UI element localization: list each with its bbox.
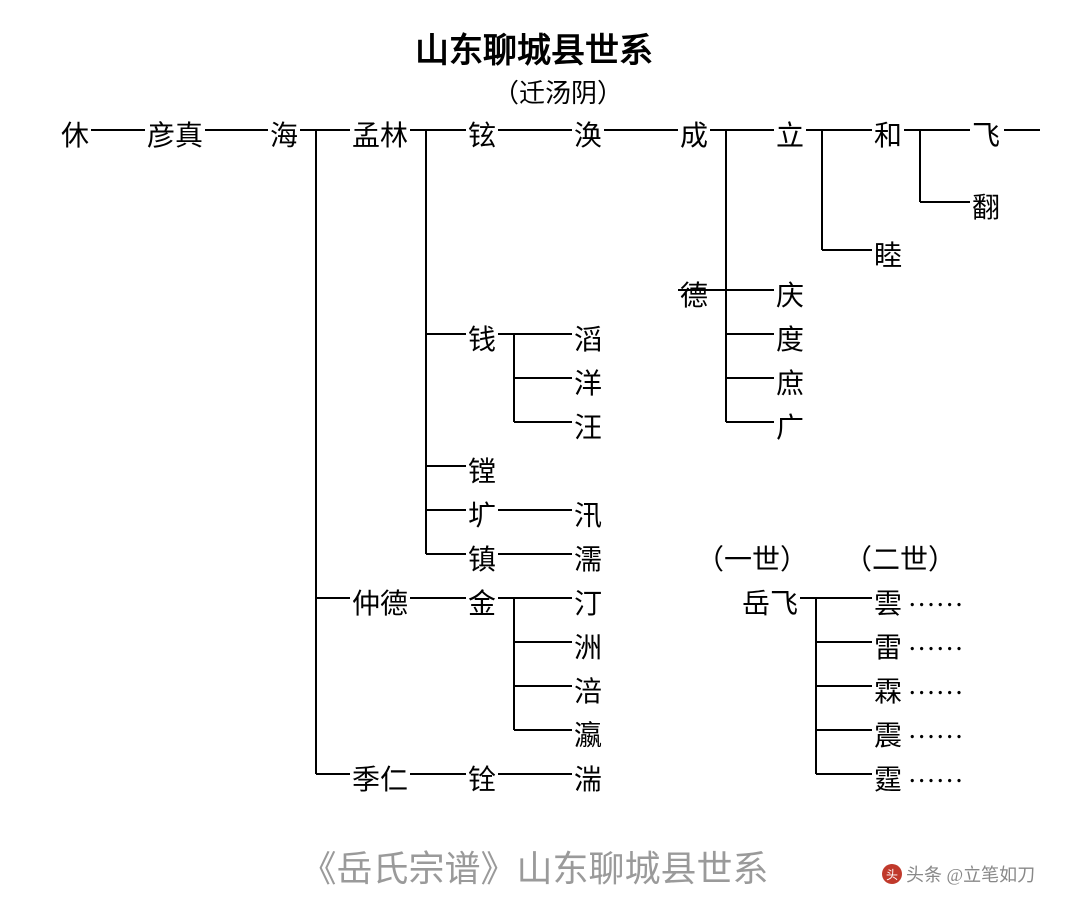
watermark: 头 头条 @立笔如刀 (882, 861, 1035, 887)
node-mu: 睦 (874, 234, 902, 274)
ellipsis-yun: …… (908, 582, 964, 614)
node-pei: 涪 (574, 670, 602, 710)
node-yanzhen: 彦真 (147, 114, 203, 154)
ellipsis-ting2: …… (908, 758, 964, 790)
ellipsis-zhen2: …… (908, 714, 964, 746)
node-menglin: 孟林 (352, 114, 408, 154)
node-gen2: （二世） (844, 538, 956, 578)
node-yun: 雲 (874, 582, 902, 622)
node-ting: 汀 (574, 582, 602, 622)
node-lei: 雷 (874, 626, 902, 666)
node-li: 立 (776, 114, 804, 154)
node-wang: 汪 (574, 406, 602, 446)
node-xuan: 铉 (468, 114, 496, 154)
node-shu: 庶 (776, 362, 804, 402)
node-yang: 洋 (574, 362, 602, 402)
node-guang: 广 (776, 406, 804, 446)
node-jiren: 季仁 (352, 758, 408, 798)
node-ru: 濡 (574, 538, 602, 578)
node-chuan: 湍 (574, 758, 602, 798)
node-fei: 飞 (972, 114, 1000, 154)
node-tao: 滔 (574, 318, 602, 358)
ellipsis-lei: …… (908, 626, 964, 658)
node-jin: 金 (468, 582, 496, 622)
node-qing: 庆 (776, 274, 804, 314)
node-cheng: 成 (680, 114, 708, 154)
node-zhou: 洲 (574, 626, 602, 666)
node-kuang: 圹 (468, 494, 496, 534)
node-qian: 钱 (468, 318, 496, 358)
node-du: 度 (776, 318, 804, 358)
node-he: 和 (874, 114, 902, 154)
node-huan: 涣 (574, 114, 602, 154)
node-hai: 海 (270, 114, 298, 154)
diagram-title: 山东聊城县世系 (334, 23, 734, 72)
node-zhongde: 仲德 (352, 582, 408, 622)
annotation-tangyin: （迁汤阴） (493, 73, 623, 110)
node-ting2: 霆 (874, 758, 902, 798)
node-tang: 镗 (468, 450, 496, 490)
node-quan: 铨 (468, 758, 496, 798)
node-xiu: 休 (61, 114, 89, 154)
watermark-icon: 头 (882, 864, 902, 884)
node-lin: 霖 (874, 670, 902, 710)
node-zhen2: 震 (874, 714, 902, 754)
node-fan: 翻 (972, 186, 1000, 226)
node-yuefei: 岳飞 (742, 582, 798, 622)
node-ying: 瀛 (574, 714, 602, 754)
node-xun: 汛 (574, 494, 602, 534)
node-gen1: （一世） (696, 538, 808, 578)
watermark-text: 头条 @立笔如刀 (906, 861, 1035, 887)
ellipsis-lin: …… (908, 670, 964, 702)
node-de: 德 (680, 274, 708, 314)
node-zhen: 镇 (468, 538, 496, 578)
